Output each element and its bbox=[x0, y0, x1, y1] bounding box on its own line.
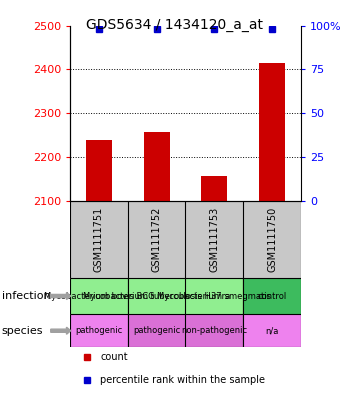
Bar bbox=[144, 132, 170, 201]
Bar bbox=[201, 176, 228, 201]
Bar bbox=[186, 278, 243, 314]
Text: percentile rank within the sample: percentile rank within the sample bbox=[100, 375, 265, 385]
Text: Mycobacterium tuberculosis H37ra: Mycobacterium tuberculosis H37ra bbox=[83, 292, 230, 301]
Text: count: count bbox=[100, 352, 128, 362]
Bar bbox=[128, 278, 186, 314]
Text: GSM1111750: GSM1111750 bbox=[267, 207, 277, 272]
Text: GDS5634 / 1434120_a_at: GDS5634 / 1434120_a_at bbox=[86, 18, 264, 32]
Text: GSM1111753: GSM1111753 bbox=[209, 207, 219, 272]
Bar bbox=[128, 314, 186, 347]
Text: pathogenic: pathogenic bbox=[75, 326, 122, 335]
Text: GSM1111752: GSM1111752 bbox=[152, 207, 162, 272]
Text: control: control bbox=[258, 292, 287, 301]
Bar bbox=[70, 278, 128, 314]
Text: GSM1111751: GSM1111751 bbox=[94, 207, 104, 272]
Text: n/a: n/a bbox=[265, 326, 279, 335]
Bar bbox=[186, 314, 243, 347]
Bar bbox=[86, 140, 112, 201]
Text: pathogenic: pathogenic bbox=[133, 326, 180, 335]
Bar bbox=[70, 314, 128, 347]
Text: species: species bbox=[2, 326, 43, 336]
Bar bbox=[243, 278, 301, 314]
Bar bbox=[259, 63, 285, 201]
Text: Mycobacterium smegmatis: Mycobacterium smegmatis bbox=[158, 292, 271, 301]
Text: Mycobacterium bovis BCG: Mycobacterium bovis BCG bbox=[43, 292, 154, 301]
Text: infection: infection bbox=[2, 291, 50, 301]
Bar bbox=[243, 314, 301, 347]
Text: non-pathogenic: non-pathogenic bbox=[181, 326, 247, 335]
